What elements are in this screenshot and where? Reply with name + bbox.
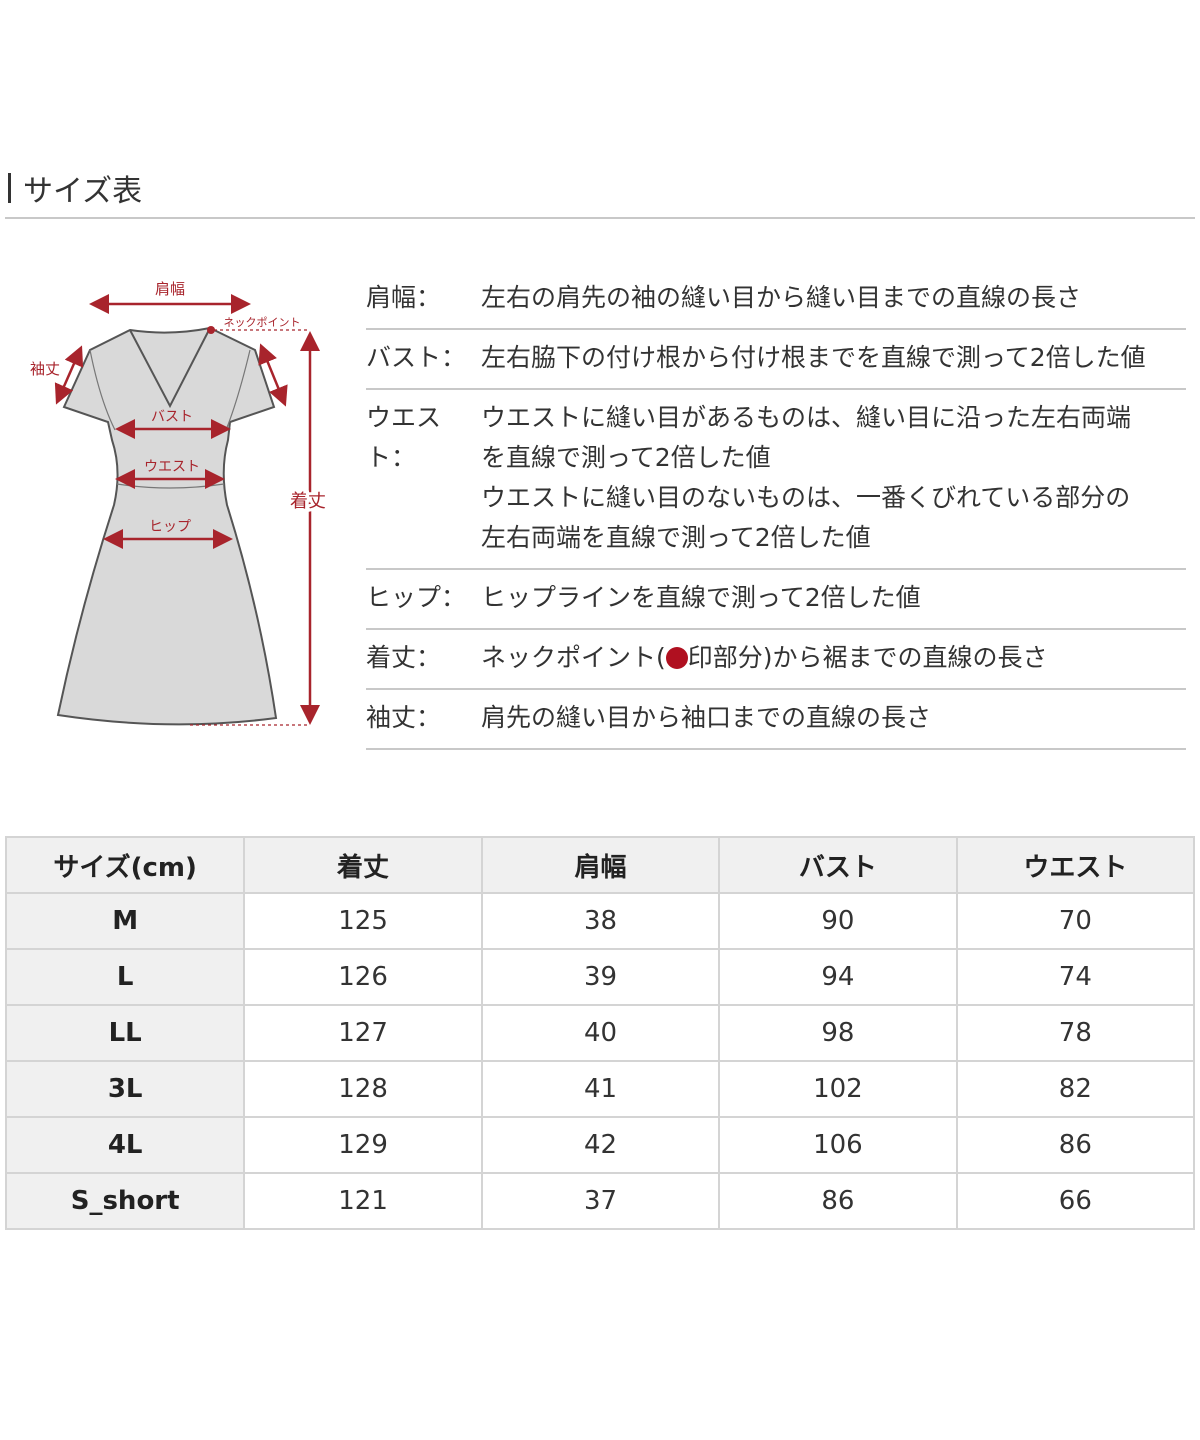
value-cell: 129 — [243, 1116, 483, 1174]
desc-label: 肩幅： — [366, 283, 442, 312]
sleeve-arrow-left — [54, 345, 84, 405]
page-title: サイズ表 — [8, 166, 142, 210]
value-cell: 39 — [480, 948, 721, 1006]
size-cell: M — [4, 892, 246, 950]
size-table: サイズ(cm) 着丈 肩幅 バスト ウエスト M 125 38 90 70 L 126 39 94 74 L… — [4, 836, 1196, 1230]
desc-text: 左右脇下の付け根から付け根までを直線で測って2倍した値 — [481, 343, 1146, 372]
label-bust: バスト — [151, 409, 193, 425]
size-cell: 4L — [4, 1116, 246, 1174]
desc-shoulder: 肩幅： 左右の肩先の袖の縫い目から縫い目までの直線の長さ — [366, 270, 1186, 330]
size-cell: LL — [4, 1004, 246, 1062]
desc-bust: バスト： 左右脇下の付け根から付け根までを直線で測って2倍した値 — [366, 330, 1186, 390]
value-cell: 42 — [480, 1116, 721, 1174]
value-cell: 82 — [955, 1060, 1196, 1118]
value-cell: 128 — [243, 1060, 483, 1118]
value-cell: 40 — [480, 1004, 721, 1062]
value-cell: 38 — [480, 892, 721, 950]
value-cell: 121 — [243, 1172, 483, 1230]
value-cell: 90 — [718, 892, 958, 950]
size-cell: 3L — [4, 1060, 246, 1118]
value-cell: 127 — [243, 1004, 483, 1062]
desc-line: 左右両端を直線で測って2倍した値 — [481, 523, 871, 552]
value-cell: 70 — [955, 892, 1196, 950]
desc-hip: ヒップ： ヒップラインを直線で測って2倍した値 — [366, 570, 1186, 630]
desc-text: 左右の肩先の袖の縫い目から縫い目までの直線の長さ — [481, 283, 1082, 312]
desc-label: バスト： — [366, 343, 467, 372]
value-cell: 102 — [718, 1060, 958, 1118]
desc-text: ウエストに縫い目があるものは、縫い目に沿った左右両端 を直線で測って2倍した値ウエ… — [481, 398, 1186, 558]
neck-point-dot — [207, 326, 215, 334]
desc-line: を直線で測って2倍した値 — [481, 443, 771, 472]
label-neck-point: ネックポイント — [224, 316, 301, 329]
column-header: サイズ(cm) — [4, 836, 246, 894]
value-cell: 66 — [955, 1172, 1196, 1230]
label-sleeve: 袖丈 — [30, 360, 60, 378]
red-dot-icon — [665, 647, 688, 669]
column-header: 着丈 — [243, 836, 483, 894]
table-row: 4L 129 42 106 86 — [4, 1116, 1196, 1174]
desc-line: ウエストに縫い目があるものは、縫い目に沿った左右両端 — [481, 403, 1132, 432]
value-cell: 86 — [955, 1116, 1196, 1174]
label-length: 着丈 — [290, 491, 326, 512]
sleeve-arrow-right — [258, 343, 288, 407]
desc-text: ネックポイント( 印部分)から裾までの直線の長さ — [481, 638, 1186, 678]
desc-length: 着丈： ネックポイント( 印部分)から裾までの直線の長さ — [366, 630, 1186, 690]
size-cell: L — [4, 948, 246, 1006]
desc-text-part: ネックポイント( — [481, 643, 666, 672]
title-divider — [5, 217, 1195, 219]
table-row: M 125 38 90 70 — [4, 892, 1196, 950]
value-cell: 37 — [480, 1172, 721, 1230]
dress-measurement-diagram: 肩幅 ネックポイント 袖丈 バスト ウエスト ヒップ 着丈 — [30, 280, 329, 726]
column-header: ウエスト — [955, 836, 1196, 894]
table-header-row: サイズ(cm) 着丈 肩幅 バスト ウエスト — [4, 836, 1196, 894]
label-waist: ウエスト — [144, 459, 200, 475]
value-cell: 74 — [955, 948, 1196, 1006]
desc-label: 着丈： — [366, 643, 442, 672]
desc-label: ヒップ： — [366, 583, 467, 612]
size-cell: S_short — [4, 1172, 246, 1230]
desc-label: 袖丈： — [366, 703, 442, 732]
value-cell: 86 — [718, 1172, 958, 1230]
desc-sleeve: 袖丈： 肩先の縫い目から袖口までの直線の長さ — [366, 690, 1186, 750]
value-cell: 98 — [718, 1004, 958, 1062]
table-row: S_short 121 37 86 66 — [4, 1172, 1196, 1230]
table-row: 3L 128 41 102 82 — [4, 1060, 1196, 1118]
column-header: バスト — [718, 836, 958, 894]
label-hip: ヒップ — [149, 519, 191, 535]
desc-text: ヒップラインを直線で測って2倍した値 — [481, 583, 921, 612]
desc-label: ウエスト： — [366, 403, 442, 472]
desc-line: ウエストに縫い目のないものは、一番くびれている部分の — [481, 483, 1131, 512]
title-text: サイズ表 — [23, 174, 143, 209]
value-cell: 106 — [718, 1116, 958, 1174]
value-cell: 41 — [480, 1060, 721, 1118]
table-row: LL 127 40 98 78 — [4, 1004, 1196, 1062]
desc-text: 肩先の縫い目から袖口までの直線の長さ — [481, 703, 932, 732]
column-header: 肩幅 — [480, 836, 721, 894]
value-cell: 94 — [718, 948, 958, 1006]
desc-waist: ウエスト： ウエストに縫い目があるものは、縫い目に沿った左右両端 を直線で測って2倍… — [366, 390, 1186, 570]
desc-text-part: 印部分)から裾までの直線の長さ — [687, 643, 1048, 672]
label-shoulder: 肩幅 — [155, 280, 185, 298]
value-cell: 78 — [955, 1004, 1196, 1062]
measurement-descriptions: 肩幅： 左右の肩先の袖の縫い目から縫い目までの直線の長さ バスト： 左右脇下の付け根… — [366, 270, 1186, 750]
title-bar — [8, 173, 11, 203]
table-row: L 126 39 94 74 — [4, 948, 1196, 1006]
value-cell: 125 — [243, 892, 483, 950]
value-cell: 126 — [243, 948, 483, 1006]
